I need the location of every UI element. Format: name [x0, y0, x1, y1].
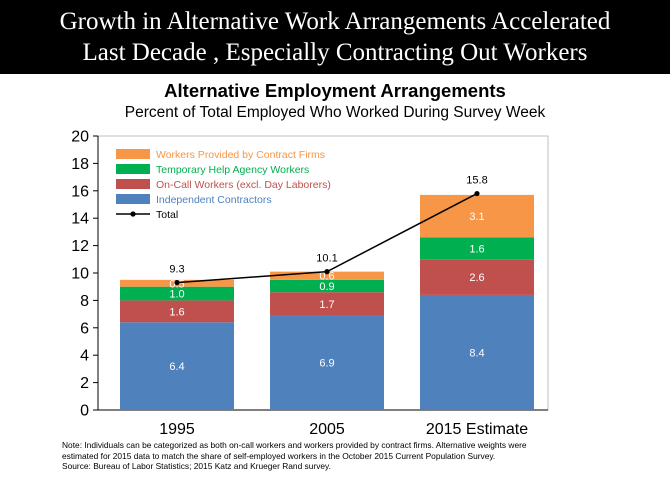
banner-line-1: Growth in Alternative Work Arrangements …: [59, 8, 611, 35]
y-tick-label: 10: [71, 266, 89, 283]
total-value-label: 9.3: [169, 264, 184, 276]
chart-title: Alternative Employment Arrangements: [164, 80, 506, 101]
total-value-label: 15.8: [466, 175, 487, 187]
y-tick-label: 20: [71, 129, 89, 146]
total-point: [324, 269, 330, 275]
chart-subtitle: Percent of Total Employed Who Worked Dur…: [124, 104, 546, 121]
legend-label: Independent Contractors: [156, 194, 272, 206]
bar-segment: [420, 194, 534, 238]
bar-segment: [270, 271, 384, 280]
banner: Growth in Alternative Work Arrangements …: [0, 0, 670, 74]
banner-line-2: Last Decade , Especially Contracting Out…: [82, 39, 588, 66]
legend-swatch: [116, 164, 150, 174]
y-tick-label: 2: [80, 375, 89, 392]
legend-label: Temporary Help Agency Workers: [156, 164, 309, 176]
legend-swatch: [116, 179, 150, 189]
bar-segment: [420, 237, 534, 260]
legend-swatch: [116, 194, 150, 204]
stacked-bar-chart: 024681012141618206.41.61.00.519956.91.70…: [71, 129, 549, 438]
legend-total-marker: [130, 211, 136, 217]
y-tick-label: 14: [71, 211, 89, 228]
segment-value-label: 0.9: [319, 281, 334, 293]
segment-value-label: 6.9: [319, 358, 334, 370]
total-value-label: 10.1: [316, 253, 337, 265]
segment-value-label: 3.1: [469, 211, 484, 223]
segment-value-label: 1.6: [169, 306, 184, 318]
segment-value-label: 0.6: [319, 271, 334, 283]
note-line-2: estimated for 2015 data to match the sha…: [62, 450, 496, 461]
bar-segment: [120, 300, 234, 323]
y-tick-label: 16: [71, 183, 89, 200]
legend-label: Workers Provided by Contract Firms: [156, 149, 325, 161]
bar-segment: [120, 286, 234, 301]
segment-value-label: 1.0: [169, 289, 184, 301]
y-tick-label: 8: [80, 293, 89, 310]
total-point: [174, 279, 180, 286]
x-category-label: 1995: [159, 421, 195, 438]
bar-segment: [120, 322, 234, 410]
y-tick-label: 0: [80, 403, 89, 420]
y-tick-label: 18: [71, 156, 89, 173]
segment-value-label: 8.4: [469, 347, 484, 359]
bar-segment: [270, 279, 384, 293]
note-line-3: Source: Bureau of Labor Statistics; 2015…: [62, 461, 331, 471]
x-category-label: 2015 Estimate: [426, 421, 528, 438]
chart-note: Note: Individuals can be categorized as …: [62, 440, 662, 472]
total-point: [474, 190, 480, 197]
legend-label: Total: [156, 209, 178, 221]
legend-label: On-Call Workers (excl. Day Laborers): [156, 179, 331, 191]
legend-swatch: [116, 149, 150, 159]
x-category-label: 2005: [309, 421, 345, 438]
y-tick-label: 6: [80, 320, 89, 337]
segment-value-label: 6.4: [169, 361, 184, 373]
segment-value-label: 2.6: [469, 272, 484, 284]
y-tick-label: 12: [71, 238, 89, 255]
note-line-1: Note: Individuals can be categorized as …: [62, 440, 527, 450]
bar-segment: [420, 294, 534, 410]
segment-value-label: 1.7: [319, 299, 334, 311]
bar-segment: [420, 259, 534, 295]
y-tick-label: 4: [80, 348, 89, 365]
segment-value-label: 1.6: [469, 243, 484, 255]
bar-segment: [270, 292, 384, 316]
bar-segment: [270, 315, 384, 410]
